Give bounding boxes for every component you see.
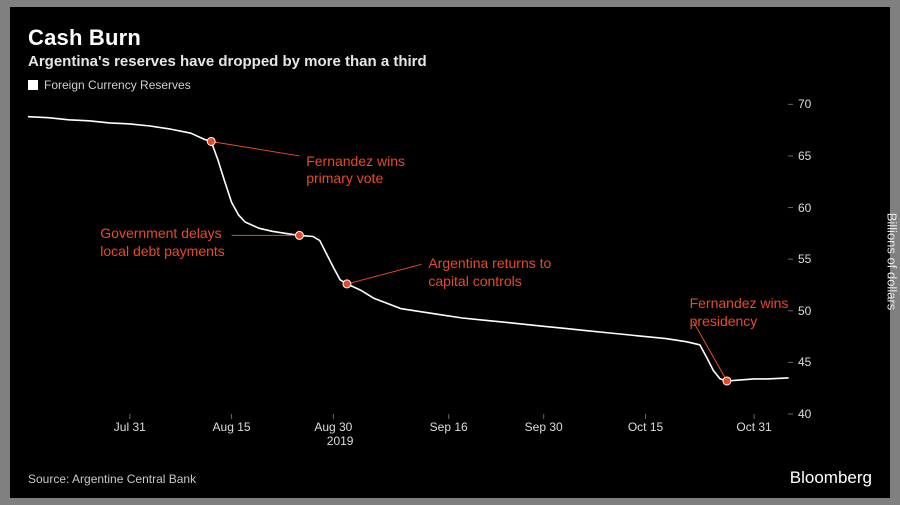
y-tick-label: 50: [798, 304, 811, 318]
y-tick-label: 55: [798, 252, 811, 266]
x-tick-label: Oct 15: [628, 420, 663, 434]
chart-area: Jul 31 Aug 15 Aug 30 Sep 16 Sep 30 Oct 15 Oct …: [28, 94, 872, 446]
page-frame: Cash Burn Argentina's reserves have drop…: [0, 0, 900, 505]
x-tick-label: Jul 31: [114, 420, 146, 434]
annotation-presidency: Fernandez wins presidency: [690, 295, 789, 330]
x-tick-label: Aug 15: [213, 420, 251, 434]
chart-legend: Foreign Currency Reserves: [28, 78, 872, 92]
chart-subtitle: Argentina's reserves have dropped by mor…: [28, 53, 872, 70]
chart-source: Source: Argentine Central Bank: [28, 472, 196, 486]
y-axis-title: Billions of dollars: [884, 213, 899, 311]
legend-swatch: [28, 80, 38, 90]
x-tick-label: Sep 16: [430, 420, 468, 434]
x-tick-label: Sep 30: [525, 420, 563, 434]
y-tick-label: 60: [798, 201, 811, 215]
annotation-debt-delay: Government delays local debt payments: [100, 225, 225, 260]
chart-panel: Cash Burn Argentina's reserves have drop…: [10, 7, 890, 498]
brand-logo: Bloomberg: [790, 468, 872, 488]
chart-title: Cash Burn: [28, 25, 872, 51]
annotation-primary-vote: Fernandez wins primary vote: [306, 153, 405, 188]
y-tick-label: 65: [798, 149, 811, 163]
y-tick-label: 70: [798, 97, 811, 111]
x-tick-label: Oct 31: [736, 420, 771, 434]
y-tick-label: 40: [798, 407, 811, 421]
x-tick-label: Aug 30: [314, 420, 352, 434]
annotation-capital-controls: Argentina returns to capital controls: [428, 255, 551, 290]
x-axis-title: 2019: [327, 434, 354, 448]
legend-label: Foreign Currency Reserves: [44, 78, 191, 92]
y-tick-label: 45: [798, 355, 811, 369]
